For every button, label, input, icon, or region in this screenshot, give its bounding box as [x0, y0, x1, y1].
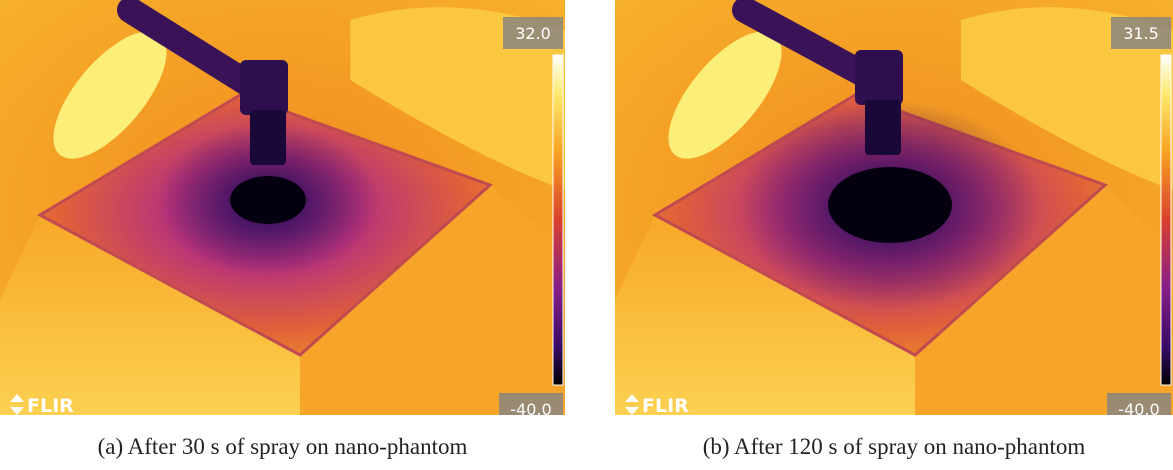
- nozzle-head: [855, 50, 903, 105]
- caption: (b) After 120 s of spray on nano-phantom: [703, 434, 1086, 459]
- logo: FLIR: [642, 395, 689, 417]
- max-label: 32.0: [515, 24, 551, 43]
- figure: 32.0 -40.0 FLIR (a) After 30 s of spray on …: [0, 0, 1173, 470]
- nozzle: [250, 110, 286, 165]
- nozzle-head: [240, 60, 288, 115]
- min-label: -40.0: [1118, 400, 1159, 419]
- colorbar: [553, 55, 563, 385]
- cold-spot: [230, 176, 306, 224]
- logo: FLIR: [27, 395, 74, 417]
- thermal-image: 31.5 -40.0 FLIR: [615, 0, 1173, 425]
- colorbar: [1161, 55, 1171, 385]
- caption: (a) After 30 s of spray on nano-phantom: [98, 434, 468, 459]
- nozzle: [865, 100, 901, 155]
- max-label: 31.5: [1123, 24, 1159, 43]
- cold-spot: [828, 167, 952, 243]
- thermal-image: 32.0 -40.0 FLIR: [0, 0, 565, 425]
- min-label: -40.0: [510, 400, 551, 419]
